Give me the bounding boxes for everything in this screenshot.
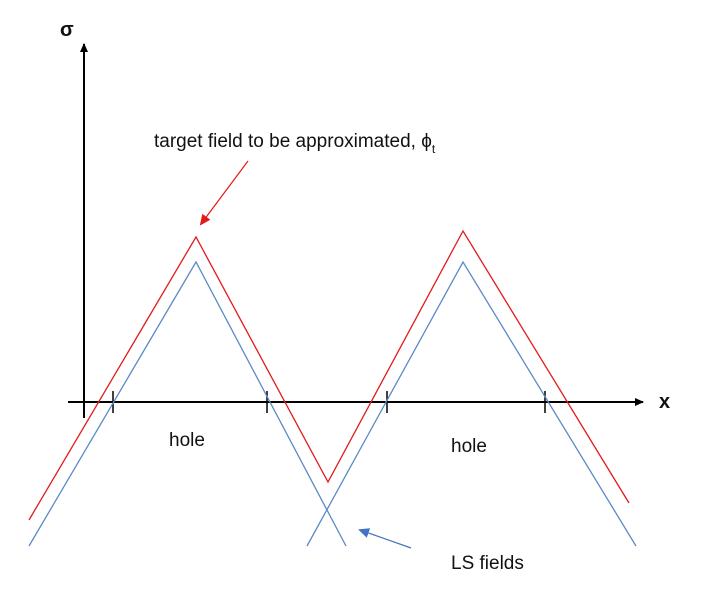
ls-fields-arrow	[358, 528, 412, 549]
target-field-text: target field to be approximated,	[154, 131, 422, 152]
phi-symbol: ϕ	[421, 131, 432, 152]
target-field-arrow	[199, 160, 249, 226]
hole-label-left: hole	[169, 430, 205, 451]
x-axis-label: x	[659, 391, 671, 413]
hole-label-right: hole	[451, 436, 487, 457]
y-axis-label: σ	[60, 19, 74, 41]
ls-field-left	[28, 260, 347, 547]
target-field-line	[28, 229, 630, 521]
ls-field-right	[306, 260, 637, 547]
ls-fields-label: LS fields	[451, 553, 524, 574]
target-field-annotation: target field to be approximated, ϕt	[154, 131, 436, 156]
phi-subscript: t	[431, 142, 436, 156]
